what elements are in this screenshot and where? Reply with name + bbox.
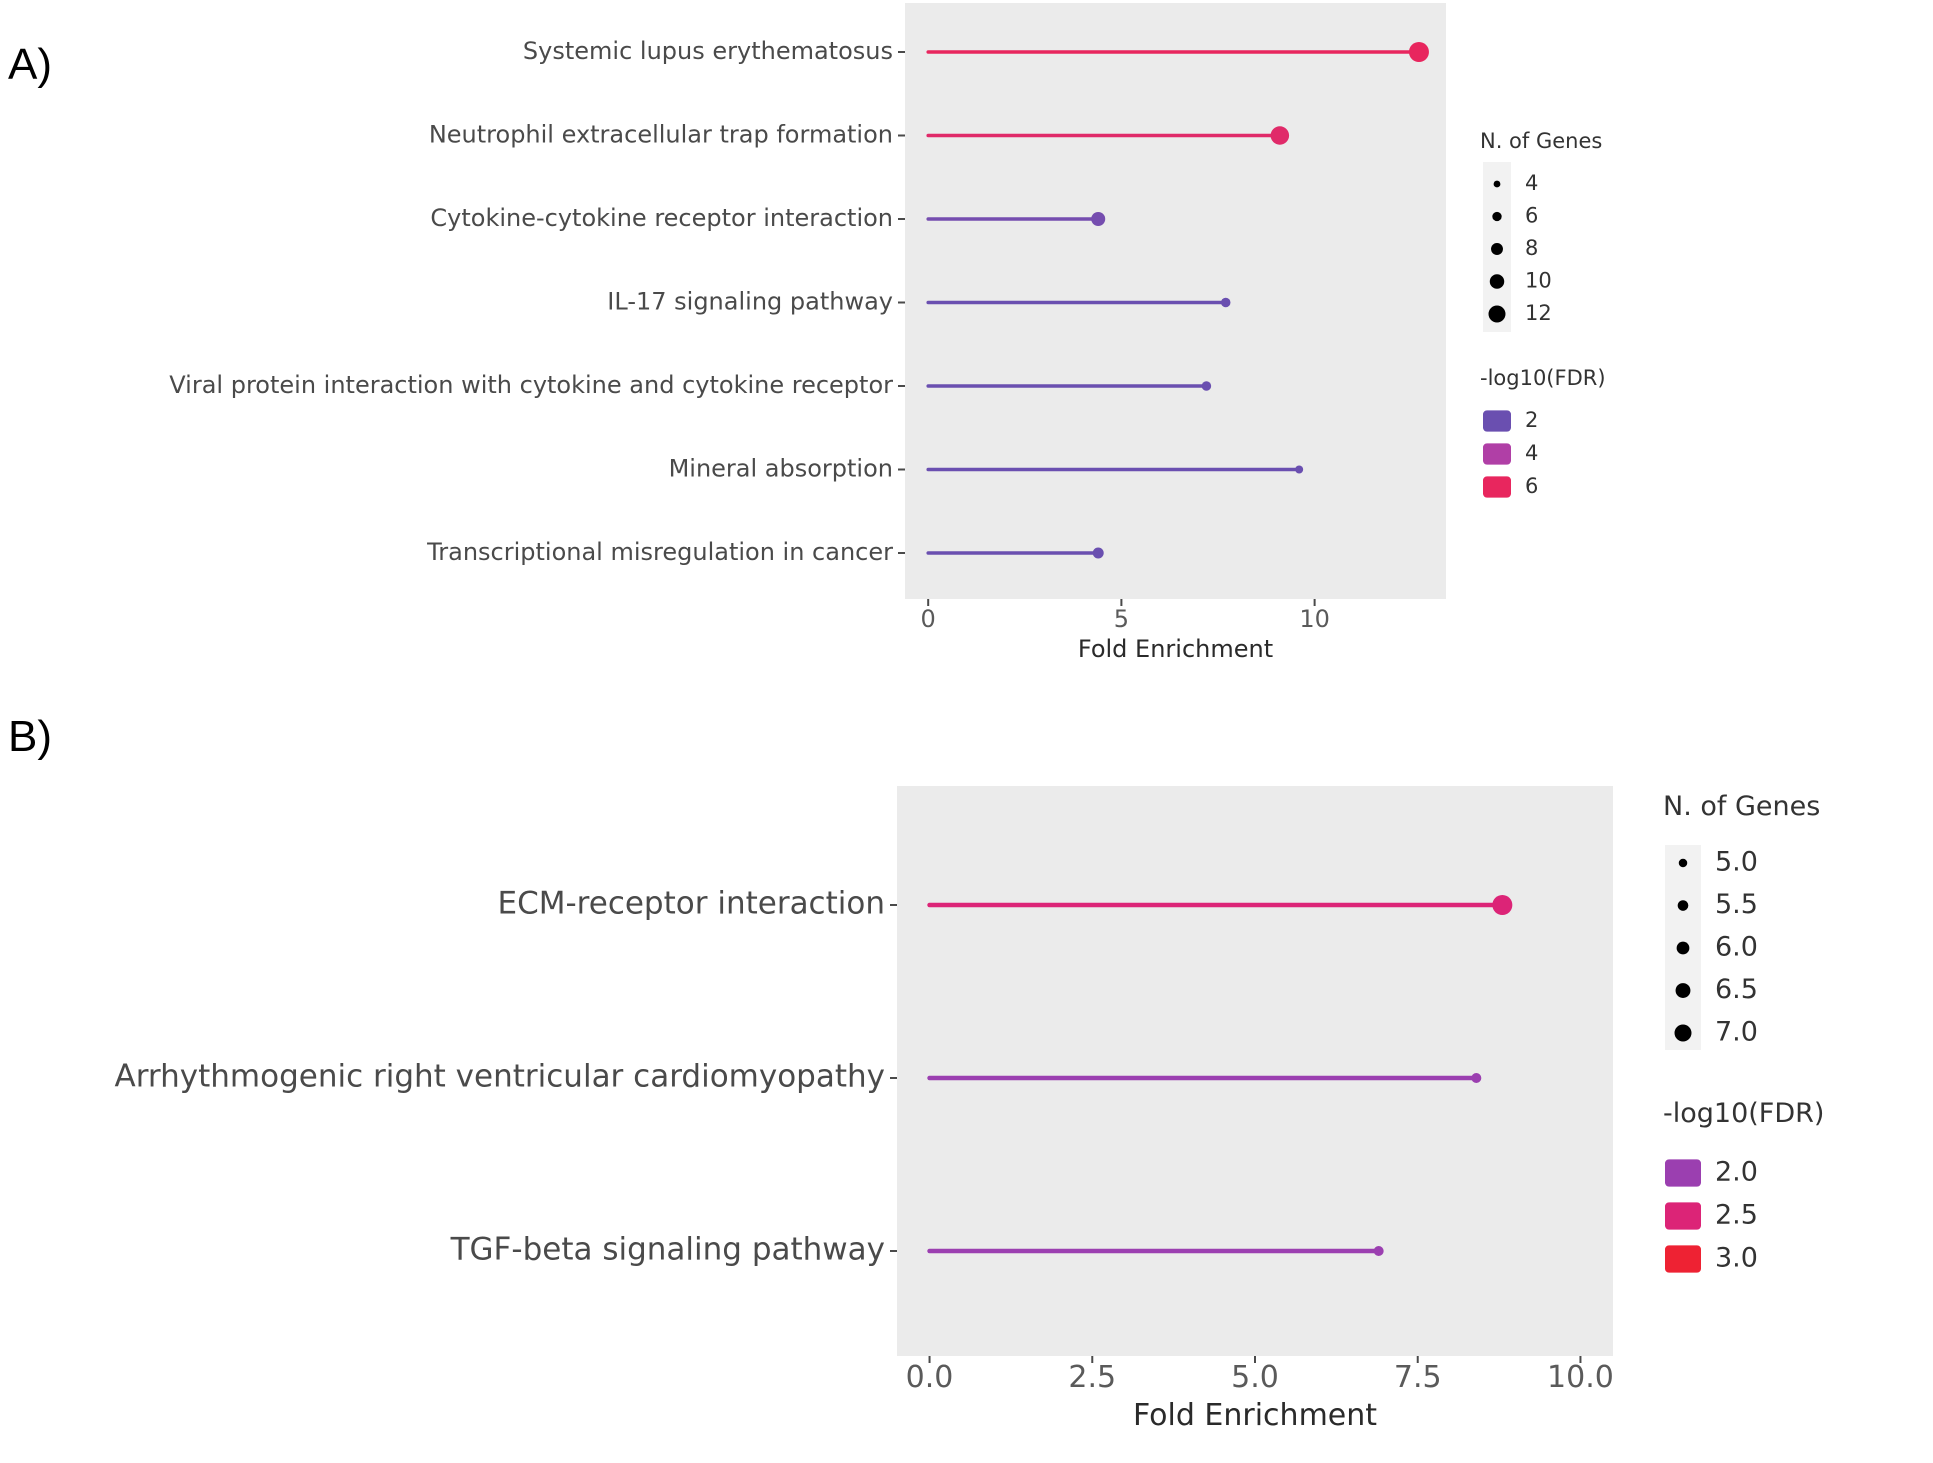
chartB-plot-panel bbox=[897, 786, 1613, 1356]
chartA-x-tick-label: 0 bbox=[921, 605, 936, 633]
chartB-size-legend-label: 6.0 bbox=[1715, 932, 1758, 963]
chartB-size-legend-label: 7.0 bbox=[1715, 1017, 1758, 1048]
chartB-x-tick-label: 7.5 bbox=[1394, 1360, 1442, 1395]
chartA-x-tick-label: 5 bbox=[1114, 605, 1129, 633]
chartA-size-legend-title: N. of Genes bbox=[1480, 129, 1602, 153]
chartB-color-legend-title: -log10(FDR) bbox=[1663, 1098, 1824, 1129]
chartA-size-legend-dot bbox=[1491, 243, 1503, 255]
chartA-size-legend-dot bbox=[1493, 180, 1501, 188]
chartA-size-legend-dot bbox=[1488, 305, 1506, 323]
chartA-category-label: Viral protein interaction with cytokine … bbox=[169, 371, 893, 399]
chartB-color-legend-swatch bbox=[1665, 1245, 1701, 1273]
chartB-color-legend-label: 3.0 bbox=[1715, 1243, 1758, 1274]
chartB-color-legend-label: 2.5 bbox=[1715, 1200, 1758, 1231]
chartA-color-legend-swatch bbox=[1483, 410, 1511, 432]
chartB-category-label: Arrhythmogenic right ventricular cardiom… bbox=[115, 1059, 885, 1095]
chartA-category-label: Neutrophil extracellular trap formation bbox=[429, 121, 893, 149]
chartA-color-legend-label: 2 bbox=[1525, 408, 1538, 432]
chartB-size-legend-dot bbox=[1678, 858, 1688, 868]
chartB-size-legend-dot bbox=[1677, 900, 1689, 911]
chartA-color-legend-label: 6 bbox=[1525, 474, 1538, 498]
chartA-size-legend-label: 12 bbox=[1525, 301, 1552, 325]
chartB-size-legend-dot bbox=[1674, 1024, 1692, 1042]
chartA-lollipop-point bbox=[1091, 212, 1106, 226]
chartA-category-label: Systemic lupus erythematosus bbox=[523, 37, 893, 65]
chartB-x-tick-label: 10.0 bbox=[1547, 1360, 1614, 1395]
chartA-size-legend-dot bbox=[1489, 274, 1505, 289]
chartA-category-label: Mineral absorption bbox=[669, 455, 893, 483]
chartB-size-legend-label: 5.0 bbox=[1715, 847, 1758, 878]
chartA-category-label: Transcriptional misregulation in cancer bbox=[426, 538, 893, 566]
chartA-size-legend-label: 6 bbox=[1525, 204, 1538, 228]
chartB-lollipop-point bbox=[1373, 1246, 1384, 1256]
chartA-lollipop-point bbox=[1092, 547, 1104, 559]
chartB-x-tick-label: 2.5 bbox=[1068, 1360, 1116, 1395]
chartB-color-legend-swatch bbox=[1665, 1202, 1701, 1230]
panel-label-b: B) bbox=[8, 712, 52, 761]
chartA-lollipop-point bbox=[1270, 126, 1290, 145]
chartA-category-label: Cytokine-cytokine receptor interaction bbox=[430, 204, 893, 232]
chartA-size-legend-label: 8 bbox=[1525, 236, 1538, 260]
chartB-size-legend-dot bbox=[1676, 941, 1690, 955]
panel-label-a: A) bbox=[8, 40, 52, 89]
chartB-size-legend-dot bbox=[1675, 983, 1691, 998]
chartA-size-legend-dot bbox=[1492, 211, 1502, 222]
chartB-color-legend-swatch bbox=[1665, 1159, 1701, 1187]
chartA-lollipop-point bbox=[1408, 42, 1429, 62]
chartB-category-label: ECM-receptor interaction bbox=[498, 886, 885, 922]
chartA-size-legend-label: 4 bbox=[1525, 171, 1538, 195]
chartA-lollipop-point bbox=[1295, 465, 1304, 474]
chartB-size-legend-title: N. of Genes bbox=[1663, 791, 1820, 822]
chartA-color-legend-swatch bbox=[1483, 443, 1511, 465]
chartB-x-axis-title: Fold Enrichment bbox=[1133, 1398, 1377, 1433]
chartB-size-legend-label: 6.5 bbox=[1715, 974, 1758, 1005]
chartA-x-tick-label: 10 bbox=[1299, 605, 1330, 633]
chartB-color-legend-label: 2.0 bbox=[1715, 1157, 1758, 1188]
chartB-x-tick-label: 5.0 bbox=[1231, 1360, 1279, 1395]
chartA-size-legend-label: 10 bbox=[1525, 269, 1552, 293]
chartB-lollipop-point bbox=[1492, 895, 1513, 915]
chartA-color-legend-swatch bbox=[1483, 476, 1511, 498]
chartB-x-tick-label: 0.0 bbox=[906, 1360, 954, 1395]
chartA-x-axis-title: Fold Enrichment bbox=[1078, 635, 1273, 663]
chartB-category-label: TGF-beta signaling pathway bbox=[450, 1232, 885, 1268]
chartA-color-legend-title: -log10(FDR) bbox=[1480, 366, 1606, 390]
chartA-lollipop-point bbox=[1201, 381, 1212, 391]
chartB-lollipop-point bbox=[1471, 1073, 1482, 1083]
chartA-color-legend-label: 4 bbox=[1525, 441, 1538, 465]
chartA-category-label: IL-17 signaling pathway bbox=[607, 288, 893, 316]
chartA-lollipop-point bbox=[1220, 297, 1231, 308]
chartB-size-legend-label: 5.5 bbox=[1715, 889, 1758, 920]
